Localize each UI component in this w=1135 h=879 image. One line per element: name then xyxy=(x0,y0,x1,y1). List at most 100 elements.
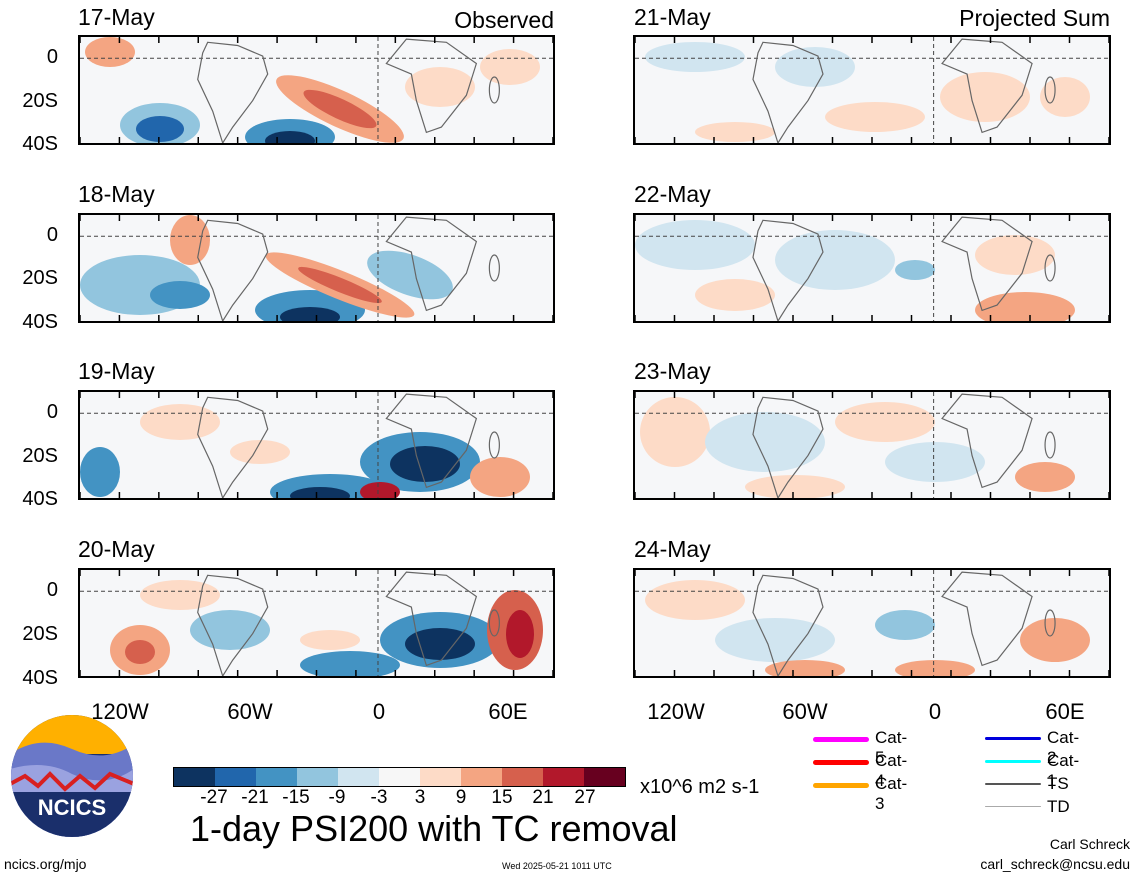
map-panel-24may xyxy=(633,568,1111,678)
author-text: Carl Schreck xyxy=(1049,836,1130,852)
ncics-logo: NCICS xyxy=(10,714,134,838)
map-panel-20may xyxy=(78,568,555,678)
tc-legend-label: Cat-4 xyxy=(875,751,908,790)
colorbar-tick: -9 xyxy=(328,787,346,808)
colorbar-swatch xyxy=(461,768,502,786)
south-america-outline xyxy=(197,219,269,321)
lon-label-0: 0 xyxy=(372,699,386,724)
africa-outline xyxy=(385,216,478,312)
panel-date-18may: 18-May xyxy=(78,181,155,207)
south-america-outline xyxy=(752,396,824,498)
africa-outline xyxy=(385,38,478,134)
projected-label: Projected Sum xyxy=(959,5,1110,31)
tc-legend: Cat-5 Cat-4 Cat-3 Cat-2 Cat-1 TS TD xyxy=(813,728,1133,828)
map-panel-18may xyxy=(78,213,555,323)
lat-label-20s: 20S xyxy=(22,623,58,645)
colorbar-tick: 27 xyxy=(574,787,596,808)
colorbar-swatch xyxy=(174,768,215,786)
email-text: carl_schreck@ncsu.edu xyxy=(980,856,1130,872)
tc-legend-label: Cat-3 xyxy=(875,774,908,813)
panel-date-23may: 23-May xyxy=(634,358,711,384)
colorbar-swatch xyxy=(420,768,461,786)
colorbar-swatch xyxy=(543,768,584,786)
tc-legend-line xyxy=(985,806,1041,807)
tc-legend-line xyxy=(985,737,1041,740)
panel-date-21may: 21-May xyxy=(634,4,711,30)
lat-label-0: 0 xyxy=(46,579,58,601)
lon-label-60e: 60E xyxy=(1045,699,1085,724)
map-panel-19may xyxy=(78,390,555,500)
tc-legend-line xyxy=(813,783,869,788)
lat-label-20s: 20S xyxy=(22,267,58,289)
panel-date-20may: 20-May xyxy=(78,536,155,562)
africa-outline xyxy=(941,216,1033,312)
colorbar-swatch xyxy=(584,768,625,786)
timestamp-text: Wed 2025-05-21 1011 UTC xyxy=(502,861,612,871)
map-panel-22may xyxy=(633,213,1111,323)
colorbar-unit: x10^6 m2 s-1 xyxy=(640,776,760,798)
madagascar-outline xyxy=(1044,76,1056,104)
south-america-outline xyxy=(752,219,824,321)
panel-date-24may: 24-May xyxy=(634,536,711,562)
main-title: 1-day PSI200 with TC removal xyxy=(190,808,678,849)
lon-label-60e: 60E xyxy=(488,699,528,724)
tc-legend-label: Cat-1 xyxy=(1047,751,1080,790)
africa-outline xyxy=(941,571,1033,667)
tc-legend-label: Cat-2 xyxy=(1047,728,1080,767)
lat-label-40s: 40S xyxy=(22,133,58,155)
lat-label-0: 0 xyxy=(46,401,58,423)
lat-label-40s: 40S xyxy=(22,488,58,510)
lat-label-0: 0 xyxy=(46,46,58,68)
logo-text: NCICS xyxy=(38,795,106,820)
tc-legend-label: TD xyxy=(1047,797,1070,816)
tc-legend-line xyxy=(813,760,869,765)
colorbar-swatch xyxy=(502,768,543,786)
colorbar-tick: -3 xyxy=(370,787,388,808)
lat-label-40s: 40S xyxy=(22,667,58,689)
panel-date-17may: 17-May xyxy=(78,4,155,30)
lat-label-0: 0 xyxy=(46,224,58,246)
tc-legend-label: TS xyxy=(1047,774,1069,793)
lon-label-60w: 60W xyxy=(782,699,828,724)
lon-label-120w: 120W xyxy=(647,699,705,724)
colorbar-swatch xyxy=(215,768,256,786)
madagascar-outline xyxy=(1044,609,1056,637)
madagascar-outline xyxy=(488,254,500,282)
panel-date-19may: 19-May xyxy=(78,358,155,384)
south-america-outline xyxy=(197,574,269,676)
lat-label-20s: 20S xyxy=(22,90,58,112)
observed-label: Observed xyxy=(454,7,554,33)
africa-outline xyxy=(385,393,478,489)
south-america-outline xyxy=(752,41,824,143)
map-panel-21may xyxy=(633,35,1111,145)
colorbar-tick: 9 xyxy=(455,787,467,808)
colorbar-swatch xyxy=(256,768,297,786)
lon-label-120w: 120W xyxy=(91,699,149,724)
colorbar-swatch xyxy=(338,768,379,786)
south-america-outline xyxy=(752,574,824,676)
colorbar-swatch xyxy=(379,768,420,786)
colorbar-ticks: -27 -21 -15 -9 -3 3 9 15 21 27 xyxy=(173,787,626,811)
south-america-outline xyxy=(197,41,269,143)
madagascar-outline xyxy=(488,609,500,637)
tc-legend-line xyxy=(985,760,1041,763)
colorbar-tick: -27 xyxy=(200,787,228,808)
tc-legend-label: Cat-5 xyxy=(875,728,908,767)
lat-label-40s: 40S xyxy=(22,311,58,333)
tc-legend-line xyxy=(813,737,869,742)
madagascar-outline xyxy=(488,431,500,459)
colorbar-swatch xyxy=(297,768,338,786)
colorbar-tick: 3 xyxy=(414,787,426,808)
south-america-outline xyxy=(197,396,269,498)
madagascar-outline xyxy=(488,76,500,104)
africa-outline xyxy=(385,571,478,667)
map-panel-23may xyxy=(633,390,1111,500)
colorbar-tick: 21 xyxy=(532,787,554,808)
tc-legend-line xyxy=(985,783,1041,785)
africa-outline xyxy=(941,393,1033,489)
colorbar xyxy=(173,767,626,787)
lon-label-0: 0 xyxy=(928,699,942,724)
colorbar-tick: -21 xyxy=(241,787,269,808)
madagascar-outline xyxy=(1044,431,1056,459)
panel-date-22may: 22-May xyxy=(634,181,711,207)
